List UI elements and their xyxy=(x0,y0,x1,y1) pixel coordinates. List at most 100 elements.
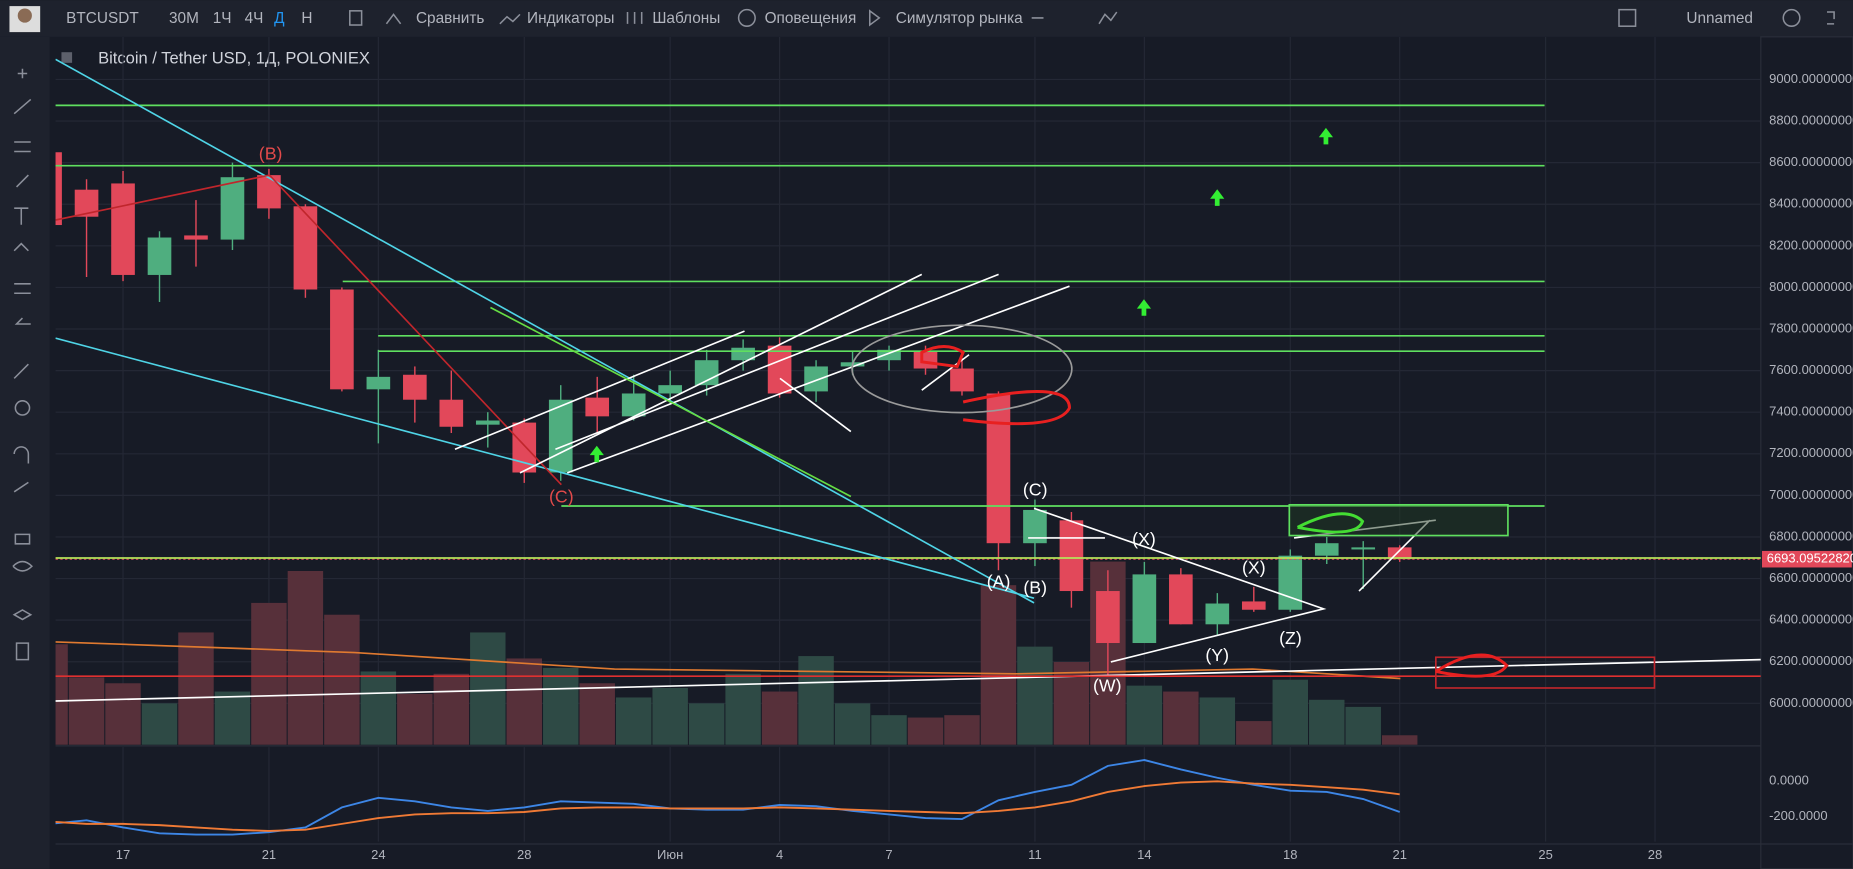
compare-button[interactable]: Сравнить xyxy=(416,10,484,27)
user-drawings xyxy=(55,58,1761,702)
volume-bar xyxy=(506,658,542,745)
volume-bar xyxy=(871,715,907,745)
last-price-label: 6693.09522820 xyxy=(1767,551,1853,566)
layout-name[interactable]: Unnamed xyxy=(1686,10,1753,27)
volume-bar xyxy=(1345,706,1381,745)
wave-label: (C) xyxy=(1023,479,1048,499)
wave-label: (W) xyxy=(1093,675,1122,695)
x-tick-label: 18 xyxy=(1283,847,1297,862)
toolbar-icons xyxy=(12,8,1835,661)
symbol[interactable]: BTCUSDT xyxy=(66,10,139,27)
volume-bar xyxy=(1272,679,1309,745)
volume-bar xyxy=(907,717,944,745)
plot-area xyxy=(55,36,1761,842)
interval[interactable]: Н xyxy=(301,10,312,27)
volume-bar xyxy=(251,602,287,745)
candle-body xyxy=(55,152,62,226)
x-tick-label: 7 xyxy=(885,847,892,862)
y-tick-label: 6800.00000000 xyxy=(1769,528,1853,543)
volume-bar xyxy=(980,585,1017,745)
interval-active[interactable]: Д xyxy=(274,10,285,27)
candle-body xyxy=(986,393,1011,544)
volume-bar xyxy=(944,715,980,745)
x-tick-label: 28 xyxy=(1648,847,1662,862)
candle-body xyxy=(694,360,719,386)
volume-bar xyxy=(543,667,579,745)
volume-bar xyxy=(688,703,725,745)
y-tick-label: 6600.00000000 xyxy=(1769,570,1853,585)
y-tick-label: 7400.00000000 xyxy=(1769,404,1853,419)
candle-body xyxy=(330,289,354,390)
candle-body xyxy=(1169,574,1193,625)
volume-bar xyxy=(579,683,615,745)
top-toolbar xyxy=(0,0,1853,37)
volume-bar xyxy=(55,644,68,745)
interval[interactable]: 4Ч xyxy=(245,10,264,27)
candle-body xyxy=(1132,574,1157,644)
x-tick-label: 28 xyxy=(517,847,531,862)
candle-body xyxy=(403,374,427,400)
x-tick-label: Июн xyxy=(657,847,683,862)
candle-body xyxy=(1096,591,1120,644)
alerts-button[interactable]: Оповещения xyxy=(765,10,857,27)
indicator-tick-label: 0.0000 xyxy=(1769,773,1809,788)
volume-bar xyxy=(397,693,433,745)
x-tick-label: 4 xyxy=(776,847,783,862)
volume-bar xyxy=(1163,691,1199,745)
wave-label: (A) xyxy=(987,571,1011,591)
volume-bar xyxy=(834,703,871,745)
volume-bar xyxy=(761,691,798,745)
collapse-icon[interactable] xyxy=(61,52,73,63)
interval[interactable]: 1Ч xyxy=(213,10,232,27)
volume-bar xyxy=(324,614,360,745)
candle-body xyxy=(1314,543,1339,556)
candle-body xyxy=(184,235,208,240)
volume-bar xyxy=(798,656,834,745)
x-tick-label: 14 xyxy=(1137,847,1151,862)
candle-body xyxy=(1278,555,1303,610)
y-tick-label: 9000.00000000 xyxy=(1769,71,1853,86)
volume-bar xyxy=(214,691,251,745)
y-tick-label: 8200.00000000 xyxy=(1769,237,1853,252)
left-toolbar xyxy=(0,36,50,869)
volume-bar xyxy=(615,697,652,745)
candle-body xyxy=(257,175,281,209)
candle-body xyxy=(366,376,391,390)
avatar-face xyxy=(17,8,32,23)
volume-bar xyxy=(360,671,397,745)
indicators-button[interactable]: Индикаторы xyxy=(527,10,614,27)
candle-body xyxy=(220,177,245,240)
candle-body xyxy=(1023,509,1047,544)
volume-bar xyxy=(1381,735,1418,745)
wave-label: (B) xyxy=(1023,577,1047,597)
templates-button[interactable]: Шаблоны xyxy=(652,10,720,27)
candle-body xyxy=(74,189,99,217)
y-tick-label: 7000.00000000 xyxy=(1769,487,1853,502)
wave-label: (Z) xyxy=(1279,628,1302,648)
y-tick-label: 6000.00000000 xyxy=(1769,695,1853,710)
volume-bar xyxy=(1053,661,1090,745)
candle-body xyxy=(767,345,792,394)
price-axis xyxy=(1760,36,1853,869)
x-tick-label: 21 xyxy=(1392,847,1406,862)
y-tick-label: 7200.00000000 xyxy=(1769,445,1853,460)
candle-body xyxy=(950,368,974,392)
candle-body xyxy=(439,399,464,427)
interval[interactable]: 30М xyxy=(169,10,199,27)
candle-body xyxy=(512,422,537,473)
y-tick-label: 8000.00000000 xyxy=(1769,279,1853,294)
candle-body xyxy=(1205,603,1230,625)
volume-bar xyxy=(470,632,506,745)
y-tick-label: 8600.00000000 xyxy=(1769,154,1853,169)
volume-bar xyxy=(178,632,214,745)
x-tick-label: 21 xyxy=(262,847,276,862)
indicator-line xyxy=(55,780,1400,832)
replay-button[interactable]: Симулятор рынка xyxy=(896,10,1023,27)
candle-body xyxy=(475,420,500,425)
candle-body xyxy=(293,206,318,290)
candle-body xyxy=(1059,520,1084,592)
wave-label: (X) xyxy=(1132,529,1156,549)
last-price-tag xyxy=(1762,550,1852,568)
candle-body xyxy=(548,399,573,473)
